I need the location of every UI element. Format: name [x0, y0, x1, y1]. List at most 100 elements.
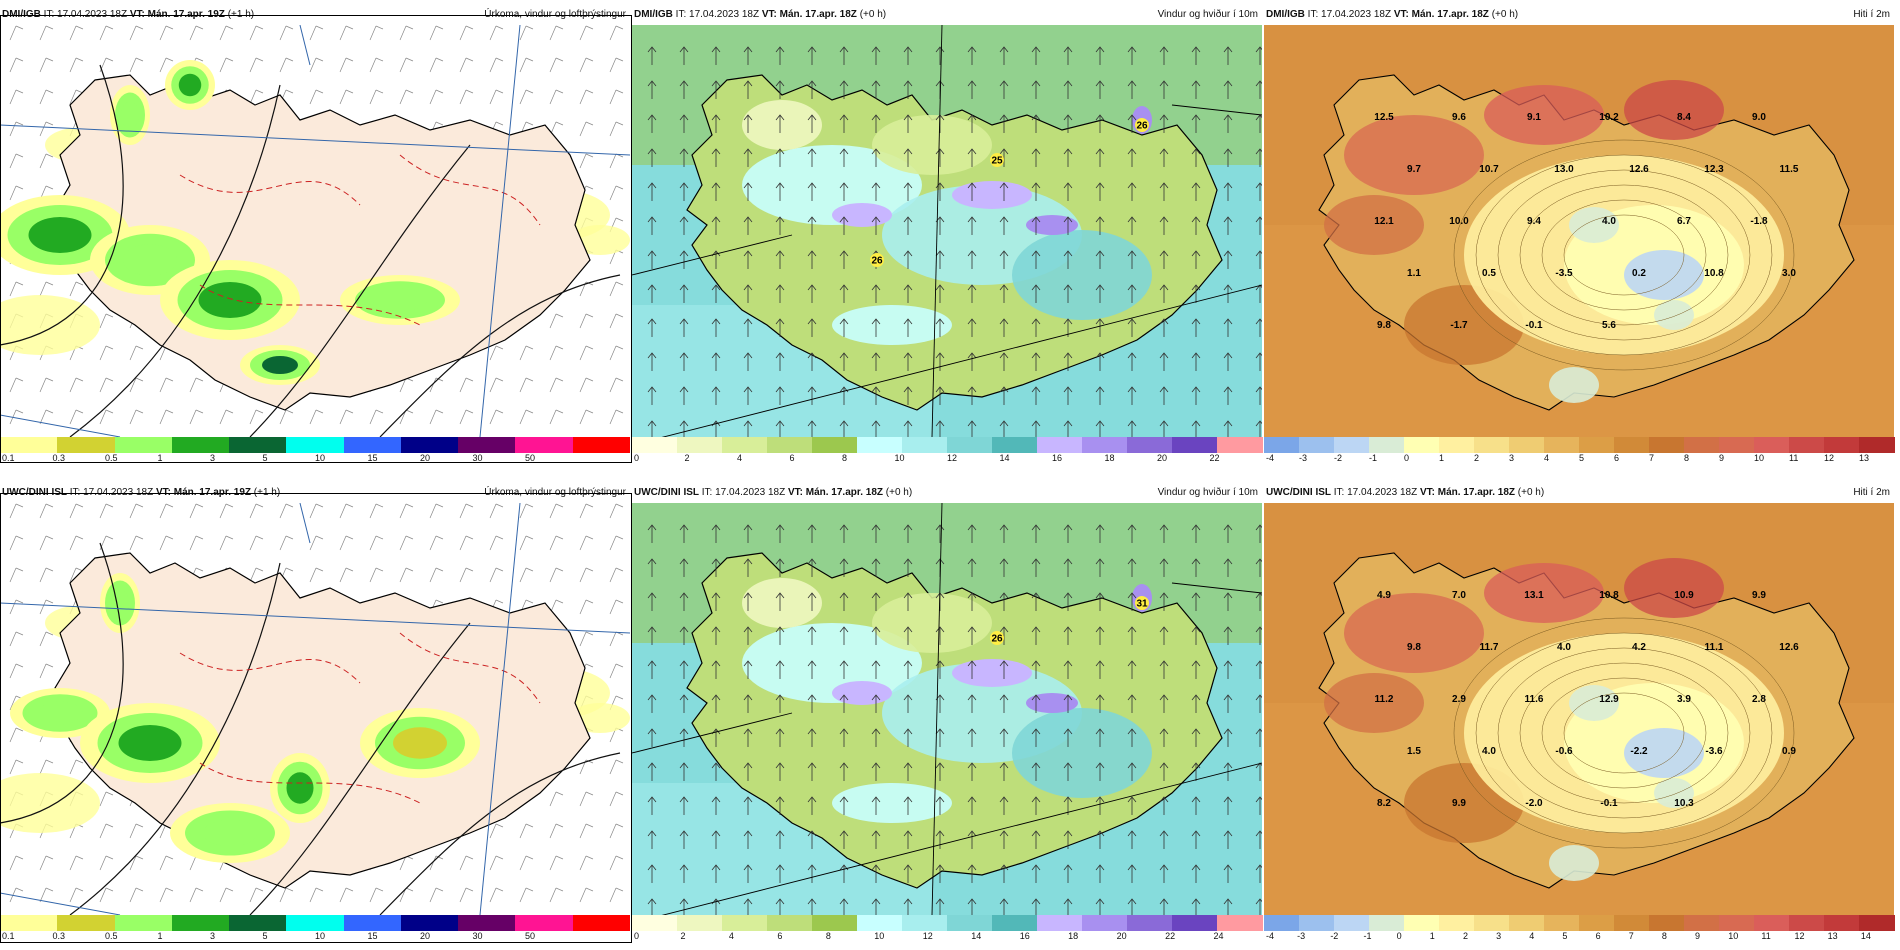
color-bar-tick: 3 [1496, 931, 1502, 941]
color-swatch [722, 437, 768, 453]
color-bar-tick: 8 [1661, 931, 1667, 941]
panel-header: DMI/IGB IT: 17.04.2023 18Z VT: Mán. 17.a… [632, 5, 1262, 25]
color-bar-tick: 10 [315, 931, 326, 941]
color-swatch [1579, 915, 1615, 931]
color-swatch [515, 437, 574, 453]
init-time: IT: 17.04.2023 18Z [675, 9, 760, 20]
color-swatch [1719, 437, 1755, 453]
panel-header: DMI/IGB IT: 17.04.2023 18Z VT: Mán. 17.a… [0, 5, 630, 25]
temperature-label: 8.2 [1377, 798, 1391, 809]
color-bar-tick: -3 [1299, 453, 1308, 463]
model-name: DMI/IGB [1266, 9, 1305, 20]
temperature-label: 11.2 [1375, 694, 1394, 705]
color-swatch [458, 915, 516, 931]
temperature-label: 4.0 [1482, 746, 1496, 757]
temperature-label: 10.7 [1479, 164, 1499, 175]
color-bar-tick: 15 [367, 931, 378, 941]
color-bar-tick: 0.3 [52, 931, 66, 941]
color-bar-tick: 20 [1116, 931, 1127, 941]
color-bar-tick: 1 [1439, 453, 1445, 463]
color-bar-tick: 11 [1789, 453, 1799, 463]
precip-map[interactable] [0, 25, 630, 437]
gust-label: 26 [991, 634, 1003, 645]
color-bar-tick: 30 [472, 931, 483, 941]
color-bar-tick: -2 [1330, 931, 1339, 941]
temperature-label: -2.0 [1525, 798, 1543, 809]
color-swatch [1824, 915, 1860, 931]
temperature-label: 10.3 [1674, 798, 1694, 809]
color-swatch [1334, 437, 1370, 453]
temperature-label: -0.6 [1555, 746, 1573, 757]
color-swatch [1474, 915, 1510, 931]
color-swatch [857, 437, 903, 453]
color-swatch [1369, 915, 1405, 931]
color-swatch [632, 915, 678, 931]
field-title: Hiti í 2m [1853, 9, 1890, 20]
color-bar-tick: 16 [1019, 931, 1030, 941]
temperature-map[interactable]: 4.9 7.0 13.1 10.8 10.9 9.9 9.8 11.7 4.0 4.2 11.1 12… [1264, 503, 1894, 915]
temperature-label: 12.6 [1629, 164, 1649, 175]
color-swatch [286, 437, 345, 453]
temperature-label: -2.2 [1630, 746, 1648, 757]
temperature-label: 1.1 [1407, 268, 1421, 279]
color-swatch [1789, 915, 1825, 931]
color-bar-tick: 8 [842, 453, 848, 463]
temperature-map[interactable]: 12.5 9.6 9.1 10.2 8.4 9.0 9.7 10.7 13.0 12.6 12.3 1… [1264, 25, 1894, 437]
color-bar-tick: 3 [210, 931, 216, 941]
valid-time: VT: Mán. 17.apr. 19Z [129, 9, 225, 20]
valid-time: VT: Mán. 17.apr. 18Z [1393, 9, 1489, 20]
temperature-label: 4.0 [1602, 216, 1616, 227]
color-swatch [1614, 437, 1650, 453]
color-swatch [632, 437, 678, 453]
color-swatch [458, 437, 516, 453]
color-swatch [400, 915, 459, 931]
color-bar-tick: 1 [1429, 931, 1435, 941]
color-swatch [229, 915, 287, 931]
color-bar-tick: 0.3 [52, 453, 66, 463]
color-bar-tick: 9 [1719, 453, 1725, 463]
color-bar-tick: -3 [1297, 931, 1306, 941]
color-bar-tick: 8 [825, 931, 831, 941]
temperature-label: 0.2 [1632, 268, 1646, 279]
color-swatch [812, 437, 858, 453]
lead-time: (+0 h) [885, 487, 913, 498]
lead-time: (+1 h) [253, 487, 281, 498]
color-bar-tick: -4 [1266, 453, 1275, 463]
gust-label: 26 [1136, 121, 1148, 132]
wind-map[interactable]: 25 26 26 [632, 25, 1262, 437]
init-time: IT: 17.04.2023 18Z [69, 487, 154, 498]
color-bar-tick: 50 [525, 931, 536, 941]
color-swatch [0, 437, 58, 453]
color-swatch [1082, 437, 1128, 453]
wind-map[interactable]: 26 31 [632, 503, 1262, 915]
precip-map[interactable] [0, 503, 630, 915]
temperature-label: 12.9 [1599, 694, 1619, 705]
temperature-label: 9.4 [1527, 216, 1541, 227]
color-swatch [1579, 437, 1615, 453]
lead-time: (+0 h) [1517, 487, 1545, 498]
color-swatch [1649, 437, 1685, 453]
color-swatch [1264, 915, 1300, 931]
color-bar-tick: -4 [1266, 931, 1275, 941]
temperature-label: 9.7 [1407, 164, 1421, 175]
color-bar-tick: 6 [1595, 931, 1601, 941]
lead-time: (+0 h) [1491, 9, 1519, 20]
color-bar-tick: 10 [1728, 931, 1739, 941]
color-swatch [902, 915, 948, 931]
color-swatch [1649, 915, 1685, 931]
gust-label: 26 [871, 256, 883, 267]
field-title: Vindur og hviður í 10m [1157, 9, 1258, 20]
color-bar-tick: 24 [1213, 931, 1224, 941]
temperature-label: 12.1 [1374, 216, 1394, 227]
color-swatch [1127, 915, 1173, 931]
color-swatch [572, 915, 631, 931]
color-bar-tick: 14 [1860, 931, 1871, 941]
temperature-label: -1.8 [1750, 216, 1768, 227]
color-bar-tick: 1 [157, 931, 163, 941]
color-bar-tick: 4 [1544, 453, 1550, 463]
temperature-label: 9.8 [1407, 642, 1421, 653]
color-bar-tick: 5 [1579, 453, 1585, 463]
field-title: Vindur og hviður í 10m [1157, 487, 1258, 498]
temperature-label: 7.0 [1452, 590, 1466, 601]
color-swatch [1299, 915, 1335, 931]
